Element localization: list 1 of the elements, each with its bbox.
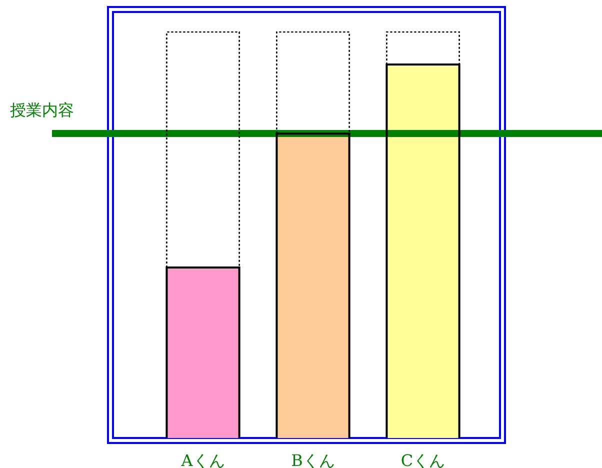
- ref-line-label: 授業内容: [10, 100, 74, 120]
